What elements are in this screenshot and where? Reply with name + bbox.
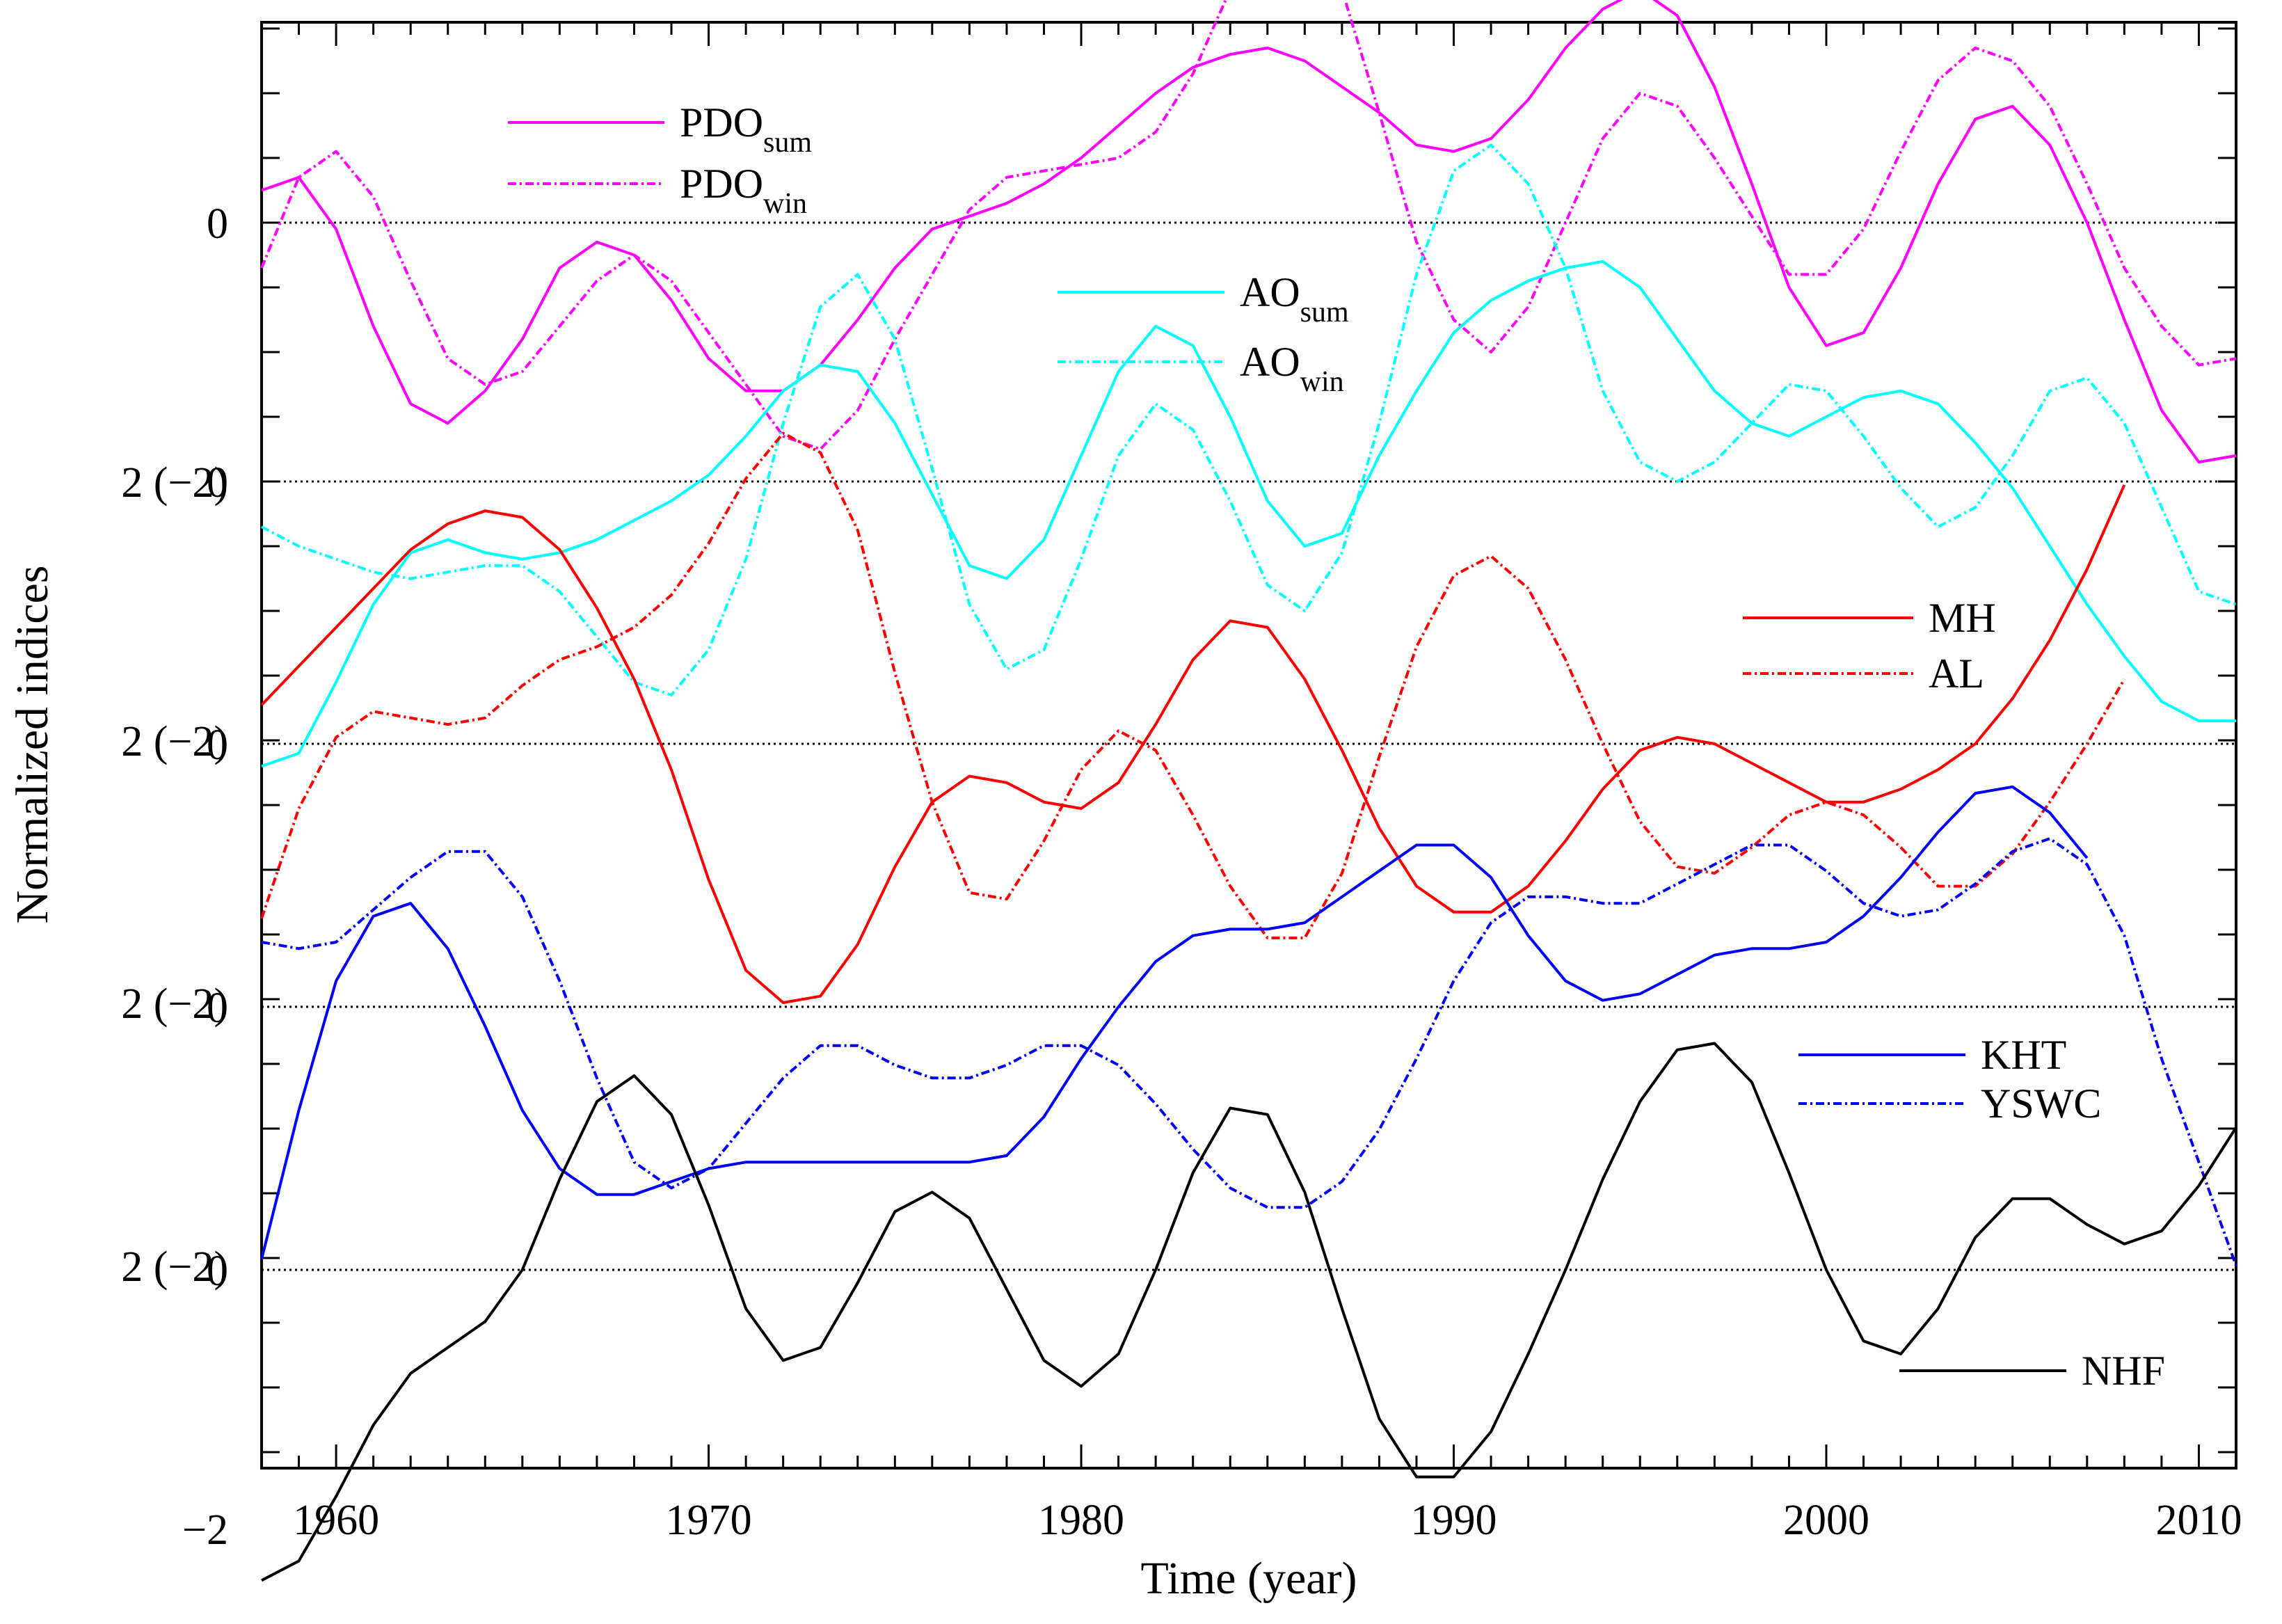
x-tick-label: 1970 (666, 1497, 752, 1544)
x-tick-label: 1960 (293, 1497, 379, 1544)
y-axis-title: Normalized indices (7, 566, 58, 924)
series-line-mh (260, 484, 2126, 1004)
legend-label: NHF (2082, 1348, 2165, 1394)
series-line-yswc (261, 837, 2237, 1266)
series-layer (260, 0, 2237, 1582)
y-tick-label: 2 (−2) (121, 718, 228, 765)
legend-label: PDOsum (680, 99, 812, 159)
series-line-ao-win (261, 143, 2237, 696)
legend-label: PDOwin (680, 161, 807, 220)
legend-label: YSWC (1981, 1081, 2101, 1127)
y-tick-label: 0 (207, 459, 228, 507)
y-tick-label: 2 (−2) (121, 459, 228, 507)
legend-label: MH (1929, 595, 1996, 641)
legend-label: KHT (1981, 1032, 2066, 1078)
legend-label: AOsum (1240, 269, 1349, 328)
plot-frame (260, 21, 2237, 1470)
series-line-kht (260, 785, 2089, 1260)
zero-reference-lines (262, 221, 2236, 1271)
x-tick-label: 2000 (1783, 1497, 1869, 1544)
y-tick-label: 0 (207, 985, 228, 1032)
series-line-al (260, 431, 2126, 939)
series-line-pdo-sum (261, 0, 2237, 464)
y-tick-label: 0 (207, 1248, 228, 1295)
y-tick-label: 2 (−2) (121, 980, 228, 1028)
x-tick-label: 1980 (1038, 1497, 1124, 1544)
y-tick-label: −2 (182, 1506, 228, 1554)
series-line-ao-sum (261, 260, 2236, 768)
x-tick-label: 2010 (2155, 1497, 2242, 1544)
series-line-nhf (261, 1042, 2237, 1582)
axis-ticks: 196019701980199020002010202 (−2)02 (−2)0… (121, 22, 2242, 1554)
legend-label: AL (1929, 651, 1984, 696)
x-tick-label: 1990 (1411, 1497, 1497, 1544)
x-axis-title: Time (year) (1141, 1553, 1357, 1604)
legend-label: AOwin (1240, 339, 1344, 398)
y-tick-label: 0 (207, 200, 228, 248)
y-tick-label: 0 (207, 722, 228, 769)
y-tick-label: 2 (−2) (121, 1243, 228, 1291)
